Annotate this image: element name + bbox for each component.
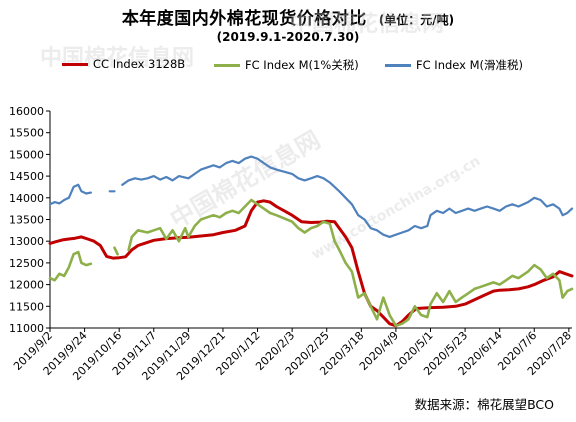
chart-legend: CC Index 3128B FC Index M(1%关税) FC Index… [0, 57, 576, 73]
legend-item-cc: CC Index 3128B [62, 57, 185, 71]
legend-item-fc-sliding: FC Index M(滑准税) [385, 57, 523, 73]
series-line-3 [48, 155, 574, 238]
y-tick-label: 11000 [9, 322, 44, 335]
chart-subtitle: (2019.9.1-2020.7.30) [216, 30, 360, 44]
y-tick-label: 11500 [9, 300, 44, 313]
legend-label-fc-sliding: FC Index M(滑准税) [416, 58, 524, 72]
series-line-1 [48, 199, 574, 328]
y-tick-label: 13500 [9, 214, 44, 227]
chart-title: 本年度国内外棉花现货价格对比 [121, 9, 367, 29]
y-tick-label: 13000 [9, 235, 44, 248]
legend-swatch-fc-sliding [385, 63, 411, 67]
legend-swatch-fc-tariff [214, 63, 240, 67]
legend-label-fc-tariff: FC Index M(1%关税) [245, 58, 359, 72]
y-tick-label: 15500 [9, 127, 44, 140]
legend-swatch-cc [62, 62, 88, 66]
y-tick-label: 12000 [9, 279, 44, 292]
unit-label: (单位：元/吨) [378, 13, 455, 27]
y-tick-label: 14500 [9, 170, 44, 183]
legend-item-fc-tariff: FC Index M(1%关税) [214, 57, 359, 73]
y-tick-label: 14000 [9, 192, 44, 205]
legend-label-cc: CC Index 3128B [93, 57, 186, 71]
y-tick-label: 12500 [9, 257, 44, 270]
data-source: 数据来源：棉花展望BCO [414, 397, 554, 412]
chart-title-block: 本年度国内外棉花现货价格对比 (单位：元/吨) [0, 4, 576, 29]
y-tick-label: 16000 [9, 105, 44, 118]
y-tick-label: 15000 [9, 148, 44, 161]
series-line-2 [48, 198, 574, 328]
